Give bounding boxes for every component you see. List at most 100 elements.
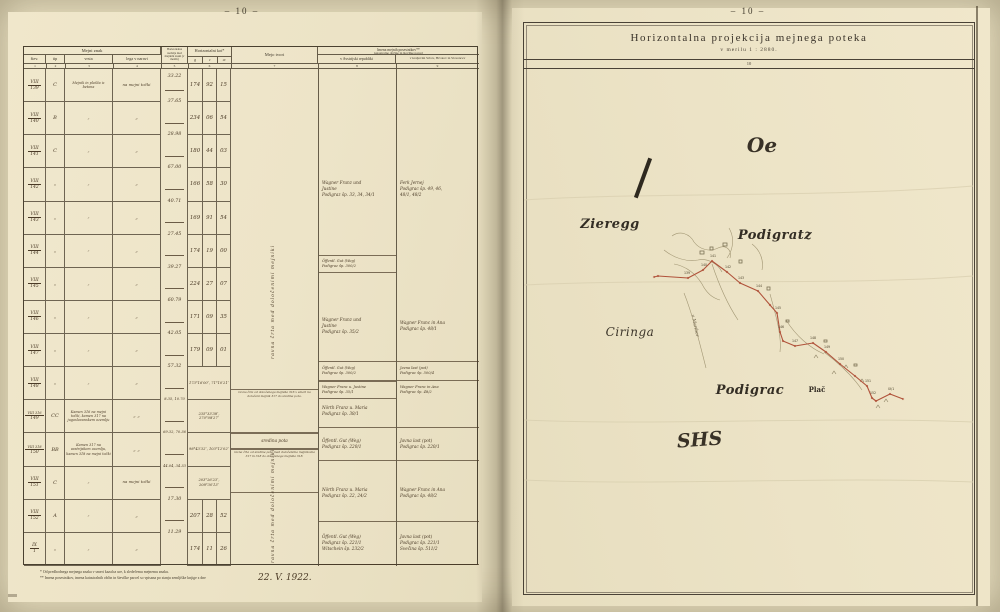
footnote-2: ** Imena posestnikov, imena katastralnih… (40, 575, 206, 580)
row-tip: BB (46, 433, 65, 467)
row-stev: VIII 141 (24, 135, 46, 169)
column-number-3: 3 (65, 64, 114, 68)
row-lega: „ (113, 168, 161, 202)
owner-line: Javna last (pot) (400, 533, 433, 539)
row-tip: „ (46, 334, 65, 368)
owner-line: Podigraz šp. 22, 24/2 (322, 493, 367, 498)
distance-value: 69.32, 70.36 (163, 430, 186, 435)
header-col-vrsta: vrsta (65, 55, 113, 63)
row-stev: VIII 146 (24, 300, 46, 335)
table-row: VIII 151 C „ na mejni točki 203°26′23″, 208°3… (24, 466, 231, 500)
row-vrsta: „ (65, 234, 113, 268)
table-row: VIII 148 „ „ „ 173°16′00″, 71°10′21″ (24, 367, 231, 401)
kot-cc: 03 (217, 135, 231, 169)
kot-cc: 26 (217, 532, 231, 566)
kot-g: 171 (188, 300, 203, 335)
kot-g-value: 234 (189, 115, 201, 122)
header-group-imena: Imena mejnih posestnikov** katastralne o… (318, 47, 479, 55)
owner-line: Öffentl. Gut (Weg) (322, 533, 361, 539)
owner-line: Öffentl. Gut (Weg) (322, 365, 356, 370)
owner-line: Wagner Franz u. Justine (322, 384, 367, 389)
row-lega: „ „ (113, 433, 161, 467)
lega-value: „ (135, 512, 138, 519)
vrsta-value: „ (87, 512, 90, 518)
owner-line: Wagner Franc in Ana (400, 384, 439, 389)
distance-tick (165, 222, 184, 224)
row-lega: „ „ (113, 400, 161, 434)
kot-g-value: 207 (189, 512, 201, 519)
kot-wide-value: 203°26′23″, 208°30′13″ (198, 477, 220, 487)
map-annotation-bar (633, 157, 653, 199)
lega-value: „ (135, 115, 138, 122)
owner-line: Podigrac šp. 221/1 (400, 539, 440, 545)
owner-line: Justine (322, 322, 337, 328)
row-distance-spacer (161, 234, 188, 268)
kot-unit-g: g (188, 57, 204, 63)
row-distance-spacer (161, 201, 188, 235)
owner-line: Öffentl. Gut (Weg) (322, 437, 361, 443)
header-col-avstrija: v Avstrijski republiki (318, 55, 396, 63)
table-row: VIII 142 „ „ „ 166 58 30 (24, 168, 231, 202)
kot-c: 27 (203, 267, 217, 301)
owner-block-austria: Wagner Franz u. Justine Podigraz šp. 35/1 (319, 381, 396, 399)
row-distance-spacer (161, 168, 188, 202)
stev-roman: VIII (28, 477, 41, 484)
tip-value: CC (51, 413, 59, 420)
row-distance-spacer (161, 466, 188, 500)
owner-line: Podigraz šp. 300/2 (322, 371, 356, 375)
owner-block-shs: Wagner Franc in Ana Podigrac šp. 48/1 (397, 285, 479, 367)
distance-value: 17.30 (167, 496, 182, 502)
boundary-point-label-140: 140 (701, 263, 707, 267)
row-stev: VIII 316 149 (24, 400, 46, 434)
vrsta-value: Kamen 316 na mejni točki, kamen 317 na j… (67, 410, 110, 423)
map-label-shs: SHS (676, 427, 723, 452)
kot-cc-value: 35 (220, 313, 227, 320)
kot-c: 11 (203, 532, 217, 566)
distance-tick (165, 188, 184, 190)
lega-value: na mejni točki (122, 81, 151, 87)
row-tip: „ (46, 267, 65, 301)
column-number-1: 1 (24, 64, 47, 68)
kot-cc-value: 15 (220, 82, 227, 89)
boundary-point-mark (811, 341, 815, 345)
tip-value: B (53, 115, 57, 122)
owner-line: Podigrac šp. 49, 46, (400, 185, 443, 191)
lega-value: „ (135, 247, 138, 254)
kot-c: 19 (203, 234, 217, 268)
kot-cc: 00 (217, 234, 231, 268)
kot-g: 179 (188, 334, 203, 368)
row-vrsta: „ (65, 267, 113, 301)
row-stev: VIII 144 (24, 234, 46, 268)
footnote-1: * Od predhodnega mejnega znaka v smeri k… (40, 570, 169, 574)
owner-block-austria: Nörth Franz u. Maria Podigraz šp. 22, 24/… (319, 469, 396, 517)
vrsta-value: „ (87, 247, 90, 253)
boundary-point-label-144: 144 (756, 284, 762, 288)
boundary-point-label-147: 147 (792, 339, 798, 343)
tip-value: „ (53, 280, 57, 287)
owner-block-shs: Ferk Jernej Podigrac šp. 49, 46, 48/1, 48/… (397, 139, 479, 239)
boundary-point-mark (701, 268, 705, 272)
row-stev: VIII 147 (24, 334, 46, 368)
row-stev: VIII 139 (24, 69, 46, 103)
row-vrsta: „ (65, 102, 113, 136)
row-stev: VIII 140 (24, 102, 46, 136)
row-distance-spacer (161, 499, 188, 533)
row-lega: na mejni točki (113, 466, 161, 500)
kot-c-value: 06 (206, 115, 213, 122)
boundary-point-label-139: 139 (684, 271, 690, 275)
owners-austria-column: Wagner Franz und Justine Podigraz šp. 33, … (318, 69, 396, 566)
stev-number: 139 (30, 85, 39, 91)
header-col-lega: lega v naravi (126, 55, 148, 61)
boundary-point-label-141: 141 (710, 254, 716, 258)
owner-block-shs: Wagner Franc in Ana Podigrac šp. 48/2 (397, 381, 479, 399)
column-number-4: 4 (113, 64, 162, 68)
row-distance-spacer (161, 367, 188, 401)
owner-line: Öffentl. Gut (Weg) (322, 258, 356, 263)
header-kot-units: g c cc (188, 56, 231, 63)
printers-mark (8, 594, 17, 597)
row-vrsta: „ (65, 201, 113, 235)
kot-c: 09 (203, 300, 217, 335)
kot-c: 58 (203, 168, 217, 202)
row-lega: „ (113, 201, 161, 235)
tip-value: „ (53, 247, 57, 254)
